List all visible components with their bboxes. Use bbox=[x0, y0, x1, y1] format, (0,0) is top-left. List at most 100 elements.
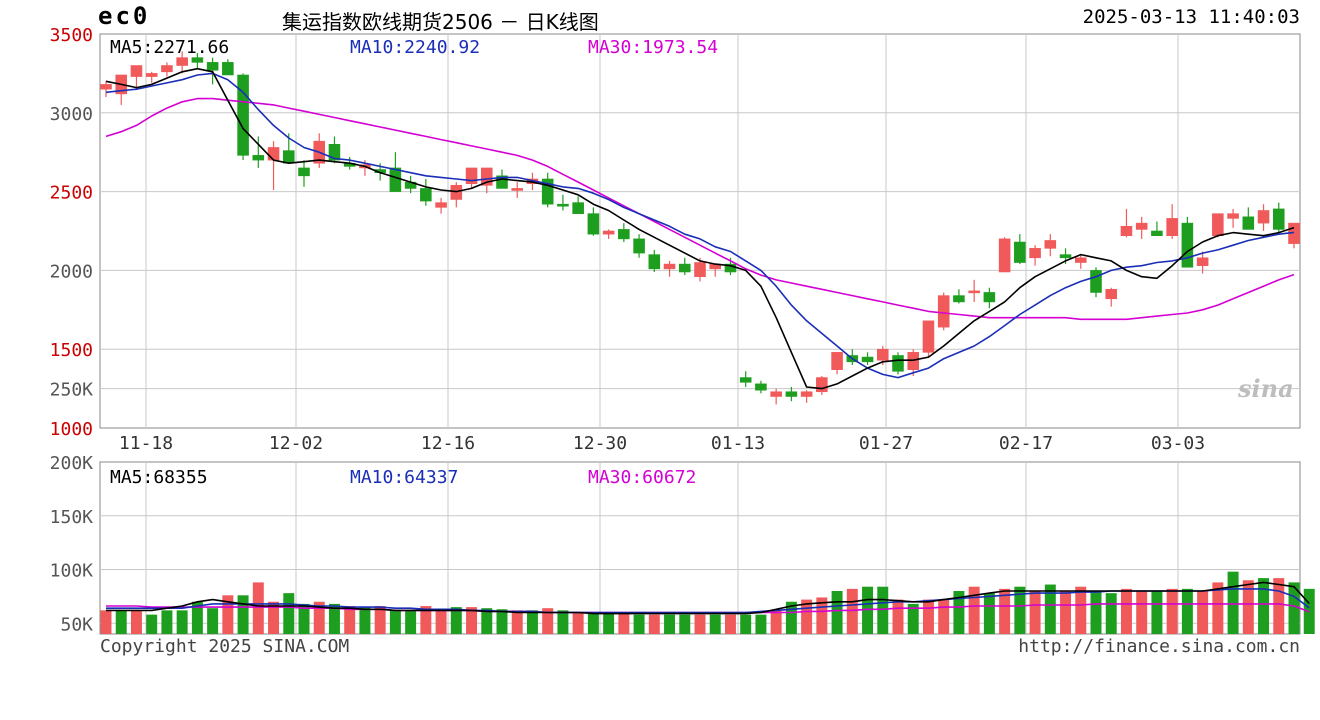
volume-bar bbox=[877, 586, 889, 634]
candle-body bbox=[541, 178, 554, 205]
candle-body bbox=[1181, 222, 1194, 268]
volume-bar bbox=[481, 608, 493, 634]
candle-body bbox=[785, 391, 798, 397]
volume-bar bbox=[161, 610, 173, 634]
candle-body bbox=[465, 167, 478, 185]
volume-bar bbox=[862, 586, 874, 634]
volume-bar bbox=[435, 610, 447, 634]
candle-body bbox=[1105, 289, 1118, 300]
volume-bar bbox=[374, 606, 386, 634]
candle-body bbox=[1135, 222, 1148, 230]
volume-bar bbox=[587, 612, 599, 634]
candle-body bbox=[100, 84, 112, 90]
volume-bar bbox=[115, 610, 127, 634]
volume-y-tick: 100K bbox=[50, 561, 94, 582]
price-y-tick: 2000 bbox=[50, 261, 93, 282]
volume-bar bbox=[922, 599, 934, 634]
candle-body bbox=[435, 202, 447, 208]
price-ma30-line bbox=[105, 97, 1295, 321]
volume-bar bbox=[146, 614, 158, 634]
candle-body bbox=[678, 263, 691, 273]
candle-body bbox=[1227, 213, 1239, 219]
price-ma5-line bbox=[105, 67, 1295, 390]
volume-bar bbox=[1242, 580, 1254, 634]
price-y-tick: 250K bbox=[50, 380, 94, 401]
volume-y-tick: 200K bbox=[50, 453, 94, 474]
volume-bar bbox=[953, 591, 965, 634]
candle-body bbox=[282, 150, 295, 164]
volume-bar bbox=[983, 593, 995, 634]
volume-bar bbox=[222, 595, 234, 634]
date-x-tick: 01-27 bbox=[859, 433, 913, 454]
candle-body bbox=[800, 391, 813, 397]
volume-bar bbox=[785, 601, 797, 634]
candle-body bbox=[328, 144, 341, 161]
candle-body bbox=[968, 290, 980, 294]
price-y-tick: 2500 bbox=[50, 183, 93, 204]
volume-ma5-line bbox=[106, 581, 1310, 615]
candle-body bbox=[587, 213, 600, 235]
volume-bar bbox=[907, 603, 919, 634]
volume-bar bbox=[694, 614, 706, 634]
volume-bar bbox=[968, 586, 980, 634]
candle-body bbox=[1120, 225, 1133, 237]
volume-bar bbox=[1197, 591, 1209, 634]
candle-body bbox=[1029, 248, 1041, 259]
timestamp: 2025-03-13 11:40:03 bbox=[1082, 6, 1300, 28]
candle-body bbox=[1257, 210, 1270, 224]
volume-bar bbox=[405, 610, 417, 634]
volume-bar bbox=[450, 607, 462, 634]
candle-body bbox=[1059, 254, 1072, 259]
volume-bar bbox=[526, 610, 538, 634]
candle-body bbox=[816, 377, 828, 393]
volume-bar bbox=[344, 606, 356, 634]
volume-bar bbox=[648, 614, 660, 634]
volume-bar bbox=[191, 601, 203, 634]
volume-bar bbox=[1090, 591, 1102, 634]
date-x-tick: 12-30 bbox=[573, 433, 627, 454]
volume-bar bbox=[740, 614, 752, 634]
volume-bar bbox=[831, 591, 843, 634]
candle-body bbox=[572, 202, 584, 214]
candle-body bbox=[206, 62, 219, 71]
volume-bar bbox=[1136, 591, 1148, 634]
volume-bar bbox=[511, 610, 523, 634]
volume-bar bbox=[496, 609, 508, 634]
volume-bar bbox=[1075, 586, 1087, 634]
candle-body bbox=[237, 74, 249, 156]
candle-body bbox=[755, 383, 767, 391]
volume-bar bbox=[328, 603, 340, 634]
volume-bar bbox=[420, 606, 432, 634]
volume-bar bbox=[1120, 588, 1132, 634]
candle-body bbox=[191, 57, 204, 63]
volume-bar bbox=[359, 607, 371, 634]
volume-bar bbox=[176, 610, 188, 634]
volume-bar bbox=[999, 588, 1011, 634]
candle-body bbox=[389, 167, 402, 192]
price-y-tick: 1500 bbox=[50, 340, 93, 361]
date-x-tick: 12-16 bbox=[421, 433, 475, 454]
candle-body bbox=[252, 155, 265, 161]
chart-title: 集运指数欧线期货2506 － 日K线图 bbox=[282, 10, 599, 34]
candle-body bbox=[511, 188, 524, 191]
source-url-link[interactable]: http://finance.sina.com.cn bbox=[1018, 636, 1300, 657]
volume-bar bbox=[755, 614, 767, 634]
candle-body bbox=[1272, 208, 1285, 230]
volume-bar bbox=[283, 593, 295, 634]
price-panel-frame bbox=[99, 33, 1301, 429]
volume-bar bbox=[846, 588, 858, 634]
volume-bar bbox=[709, 614, 721, 634]
price-ma10-label: MA10:2240.92 bbox=[350, 37, 481, 58]
date-x-tick: 03-03 bbox=[1151, 433, 1205, 454]
candle-body bbox=[739, 377, 752, 383]
candle-body bbox=[770, 391, 782, 397]
candle-body bbox=[892, 355, 904, 372]
candle-body bbox=[496, 175, 508, 189]
volume-bar bbox=[130, 610, 142, 634]
candle-body bbox=[998, 238, 1011, 273]
volume-bar bbox=[1288, 582, 1300, 634]
volume-bar bbox=[298, 603, 310, 634]
candle-body bbox=[161, 65, 173, 73]
date-x-tick: 01-13 bbox=[711, 433, 765, 454]
candle-body bbox=[145, 73, 158, 77]
